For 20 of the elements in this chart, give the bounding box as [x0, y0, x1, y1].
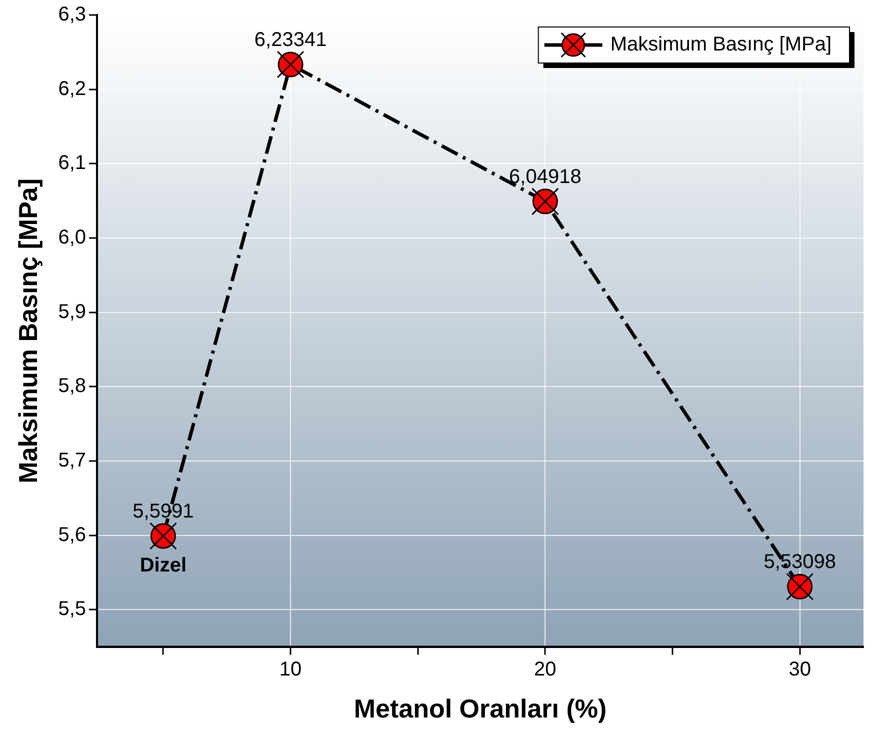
y-tick-label: 5,9	[58, 300, 86, 323]
x-tick-label: 20	[534, 658, 556, 680]
y-tick-label: 5,5	[58, 598, 86, 620]
y-tick-label: 5,6	[58, 524, 86, 546]
data-label: 5,53098	[764, 551, 836, 574]
y-tick-label: 6,0	[58, 226, 86, 249]
x-tick-label: 10	[279, 658, 302, 680]
y-tick-label: 6,1	[58, 152, 86, 174]
data-label: 6,04918	[509, 166, 582, 188]
y-tick-label: 6,3	[58, 4, 86, 26]
annotation: Dizel	[140, 554, 187, 576]
y-axis-title: Maksimum Basınç [MPa]	[12, 178, 43, 484]
x-axis-title: Metanol Oranları (%)	[354, 694, 607, 724]
y-tick-label: 5,8	[58, 375, 86, 398]
x-tick-label: 30	[788, 658, 811, 680]
y-tick-label: 5,7	[58, 449, 86, 472]
y-tick-label: 6,2	[58, 78, 86, 100]
legend-label: Maksimum Basınç [MPa]	[610, 34, 832, 56]
data-label: 5,5991	[132, 500, 194, 522]
data-label: 6,23341	[254, 29, 327, 52]
